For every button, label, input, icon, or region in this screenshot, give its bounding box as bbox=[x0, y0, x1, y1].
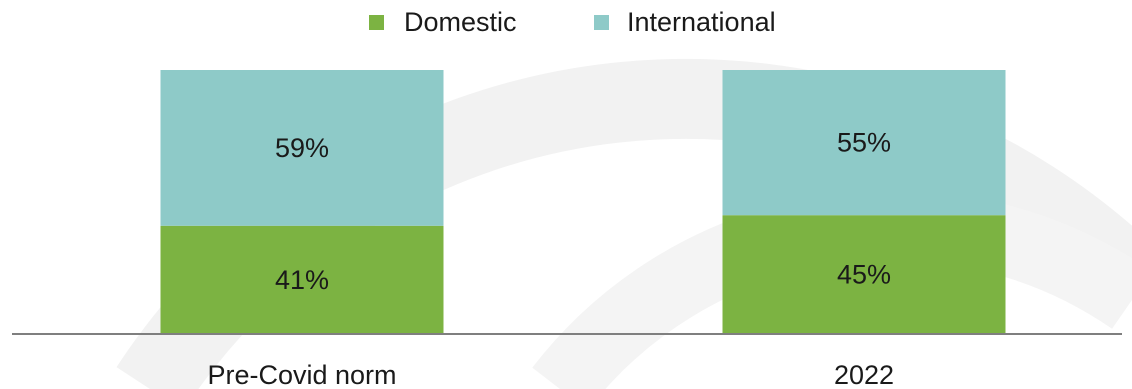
data-label-international-pre-covid-norm: 59% bbox=[275, 133, 329, 163]
category-label-2022: 2022 bbox=[834, 360, 894, 389]
category-labels: Pre-Covid norm 2022 bbox=[207, 360, 894, 389]
legend-item-international: International bbox=[594, 7, 776, 37]
data-label-domestic-2022: 45% bbox=[837, 260, 891, 290]
category-label-pre-covid-norm: Pre-Covid norm bbox=[207, 360, 396, 389]
legend-swatch-international bbox=[594, 15, 609, 30]
legend-item-domestic: Domestic bbox=[369, 7, 517, 37]
legend-label-domestic: Domestic bbox=[404, 7, 517, 37]
bar-international-pre-covid-norm bbox=[160, 70, 444, 226]
bar-domestic-2022 bbox=[722, 215, 1006, 334]
legend-swatch-domestic bbox=[369, 15, 384, 30]
data-label-international-2022: 55% bbox=[837, 128, 891, 158]
bar-international-2022 bbox=[722, 70, 1006, 216]
legend: Domestic International bbox=[369, 7, 776, 37]
legend-label-international: International bbox=[627, 7, 776, 37]
bars bbox=[160, 70, 1006, 334]
bar-domestic-pre-covid-norm bbox=[160, 225, 444, 334]
data-label-domestic-pre-covid-norm: 41% bbox=[275, 265, 329, 295]
value-labels: 41% 59% 45% 55% bbox=[275, 128, 891, 295]
